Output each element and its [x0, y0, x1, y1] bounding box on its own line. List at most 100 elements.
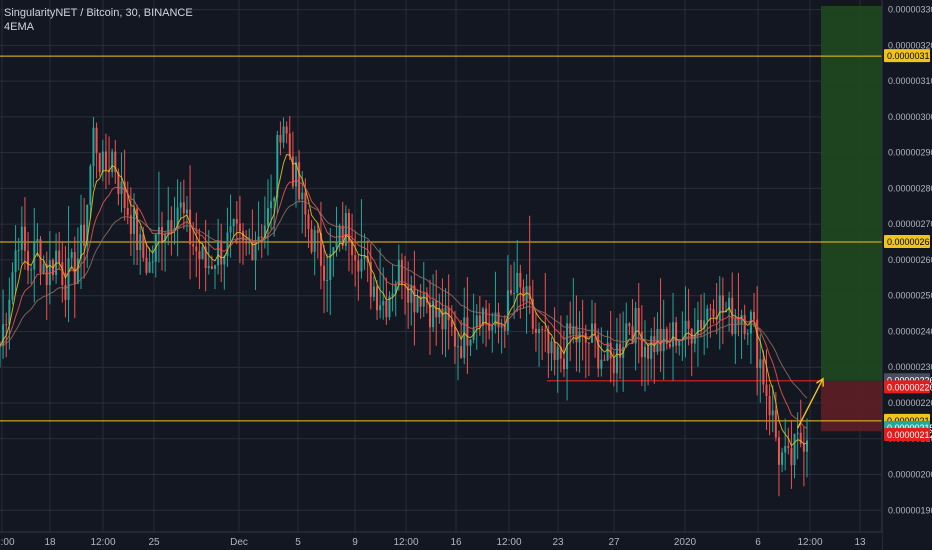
candle-body [298, 162, 301, 200]
candle-body [550, 341, 553, 354]
time-axis[interactable]: 12:00 18 12:00 25 Dec 5 9 12:00 16 12:00 23 27 2020 6… [0, 531, 882, 550]
price-tick-label: 0.00000290 [888, 148, 932, 158]
time-tick-label: 27 [608, 537, 620, 548]
time-tick-label: 5 [295, 537, 301, 548]
candle-body [706, 308, 709, 321]
candle-body [14, 250, 17, 273]
time-axis-bg [0, 532, 882, 550]
candle-body [606, 342, 609, 361]
candle-body [129, 215, 132, 234]
price-tag-label: 0.00000226 [887, 375, 932, 385]
candle-body [151, 261, 154, 263]
candle-body [213, 265, 216, 269]
price-tag-label: 0.00000265 [887, 237, 932, 247]
candle-body [575, 326, 578, 343]
candle-body [291, 156, 294, 187]
candle-body [145, 257, 148, 273]
candle-body [70, 252, 73, 259]
candle-body [363, 255, 366, 259]
candle-body [457, 346, 460, 348]
candle-body [313, 230, 316, 252]
candle-body [463, 317, 466, 358]
candle-body [777, 437, 780, 465]
candle-body [587, 342, 590, 344]
price-tag [884, 427, 930, 441]
candle-body [95, 127, 98, 154]
candle-body [768, 396, 771, 416]
candle-body [30, 269, 33, 271]
candle-body [226, 232, 229, 257]
candle-body [33, 241, 36, 270]
horizontal-levels[interactable] [0, 55, 882, 422]
price-tick-label: 0.00000320 [888, 40, 932, 50]
candle-body [92, 127, 95, 167]
candle-body [139, 234, 142, 251]
candle-body [279, 134, 282, 143]
candle-body [148, 261, 151, 273]
candle-body [553, 341, 556, 360]
candle-body [326, 279, 329, 281]
candle-body [762, 359, 765, 385]
candle-body [759, 359, 762, 368]
price-tick-label: 0.00000250 [888, 291, 932, 301]
candle-body [771, 410, 774, 416]
candle-body [319, 232, 322, 266]
candle-body [245, 240, 248, 244]
candle-body [132, 208, 135, 234]
candle-body [734, 318, 737, 334]
candle-body [806, 440, 808, 452]
candle-body [600, 359, 603, 369]
candle-body [497, 312, 500, 328]
candle-body [447, 307, 450, 321]
candle-body [170, 220, 173, 231]
candle-body [242, 231, 245, 241]
stop-zone [821, 380, 882, 432]
candle-body [547, 330, 550, 354]
candle-body [591, 323, 594, 343]
candle-body [491, 325, 494, 331]
candle-body [89, 166, 92, 206]
price-tag [884, 380, 930, 394]
candle-body [485, 308, 488, 323]
price-axis[interactable]: 0.00000330 0.00000320 0.00000310 0.00000300… [881, 0, 932, 550]
candle-body [235, 219, 238, 224]
candle-body [628, 323, 631, 327]
time-tick-label: 18 [44, 537, 56, 548]
candle-body [634, 307, 637, 344]
candle-body [23, 226, 26, 251]
candle-body [58, 250, 61, 263]
candle-body [488, 322, 491, 331]
candle-body [20, 226, 23, 250]
candle-body [441, 308, 444, 330]
candle-body [790, 447, 793, 466]
candle-body [774, 410, 777, 438]
time-tick-label: 12:00 [496, 537, 521, 548]
price-tag-label: 0.00000215 [887, 423, 932, 433]
trade-arrow[interactable] [797, 377, 824, 429]
candle-body [569, 323, 572, 335]
candle-body [481, 308, 484, 326]
candle-body [360, 258, 363, 272]
candle-body [718, 295, 721, 320]
candle-body [357, 260, 360, 272]
candle-body [647, 346, 650, 359]
candle-body [513, 293, 516, 295]
candle-body [581, 331, 584, 333]
candle-body [136, 208, 139, 251]
candle-body [61, 262, 64, 286]
candle-body [167, 220, 170, 235]
time-tick-label: 12:00 [0, 537, 15, 548]
candle-body [86, 205, 89, 246]
candle-body [338, 225, 341, 242]
candle-body [419, 296, 422, 307]
candle-body [784, 446, 787, 453]
candle-body [332, 247, 335, 254]
candle-body [114, 151, 117, 173]
candle-body [2, 324, 5, 347]
price-tick-label: 0.00000190 [888, 505, 932, 515]
candle-body [207, 266, 210, 268]
candle-body [522, 287, 525, 302]
price-tick-label: 0.00000200 [888, 470, 932, 480]
